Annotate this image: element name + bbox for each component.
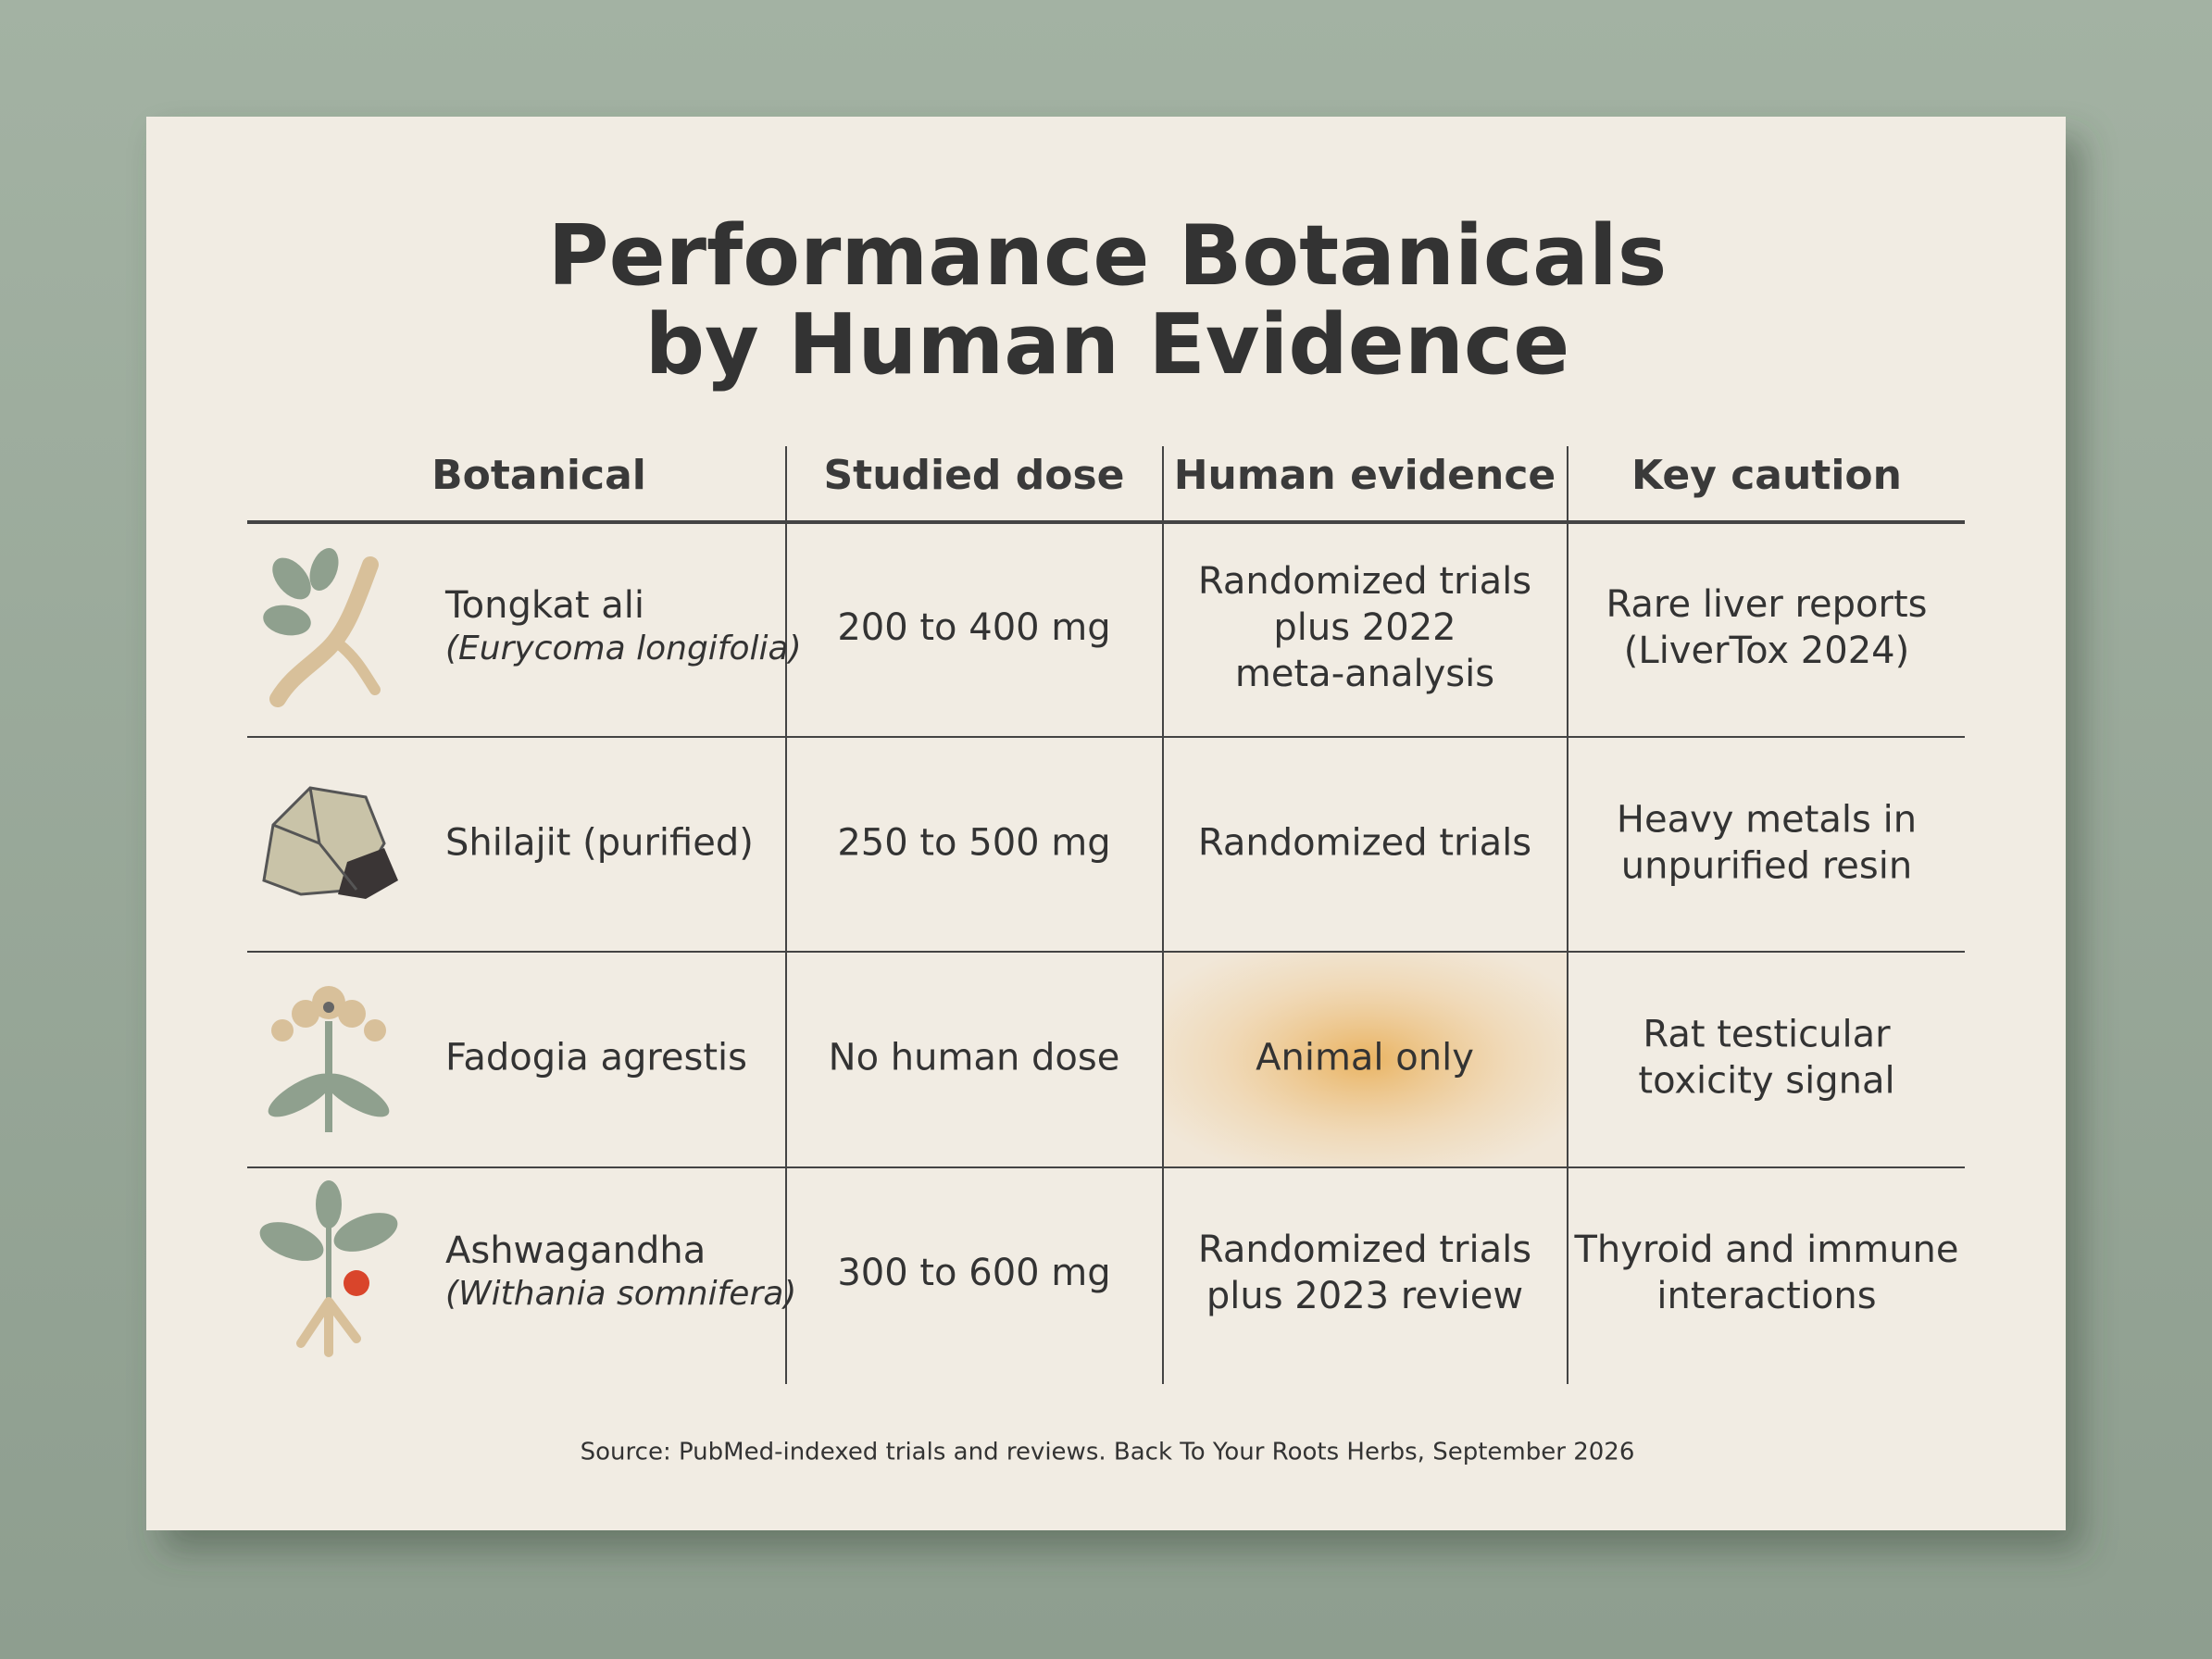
caution: Rat testicular (1643, 1014, 1891, 1056)
column-header: Key caution (1631, 452, 1902, 499)
dose: No human dose (829, 1037, 1120, 1079)
column-header: Human evidence (1174, 452, 1556, 499)
evidence: Animal only (1256, 1037, 1474, 1079)
latin-name: (Withania somnifera) (445, 1275, 796, 1313)
caution: (LiverTox 2024) (1624, 630, 1909, 672)
column-header: Botanical (431, 452, 646, 499)
title: Performance Botanicals (548, 207, 1668, 305)
table-lines (247, 446, 1965, 1384)
dose: 200 to 400 mg (837, 606, 1110, 649)
caution: Thyroid and immune (1573, 1229, 1958, 1271)
latin-name: (Eurycoma longifolia) (445, 630, 802, 667)
source-note: Source: PubMed-indexed trials and review… (581, 1439, 1635, 1466)
evidence: meta-analysis (1235, 653, 1494, 695)
evidence: Randomized trials (1198, 821, 1531, 864)
icon-fadogia (268, 986, 390, 1132)
column-header: Studied dose (823, 452, 1124, 499)
icon-ashwagandha (259, 1180, 398, 1357)
botanical-name: Ashwagandha (445, 1229, 706, 1272)
caution: unpurified resin (1621, 844, 1912, 887)
caution: interactions (1656, 1275, 1876, 1317)
caution: toxicity signal (1638, 1060, 1894, 1103)
evidence: plus 2023 review (1206, 1275, 1523, 1317)
botanical-name: Fadogia agrestis (445, 1037, 747, 1079)
evidence: Randomized trials (1198, 560, 1531, 603)
caution: Heavy metals in (1617, 798, 1917, 841)
title: by Human Evidence (645, 296, 1570, 393)
evidence: plus 2022 (1273, 606, 1456, 649)
botanical-name: Shilajit (purified) (445, 821, 754, 864)
icon-tongkat (263, 547, 381, 707)
evidence: Randomized trials (1198, 1229, 1531, 1271)
dose: 300 to 600 mg (837, 1252, 1110, 1294)
card (146, 117, 2066, 1530)
caution: Rare liver reports (1606, 583, 1928, 626)
icon-shilajit (262, 786, 398, 899)
botanical-name: Tongkat ali (444, 584, 644, 627)
dose: 250 to 500 mg (837, 821, 1110, 864)
highlight (1163, 952, 1568, 1166)
